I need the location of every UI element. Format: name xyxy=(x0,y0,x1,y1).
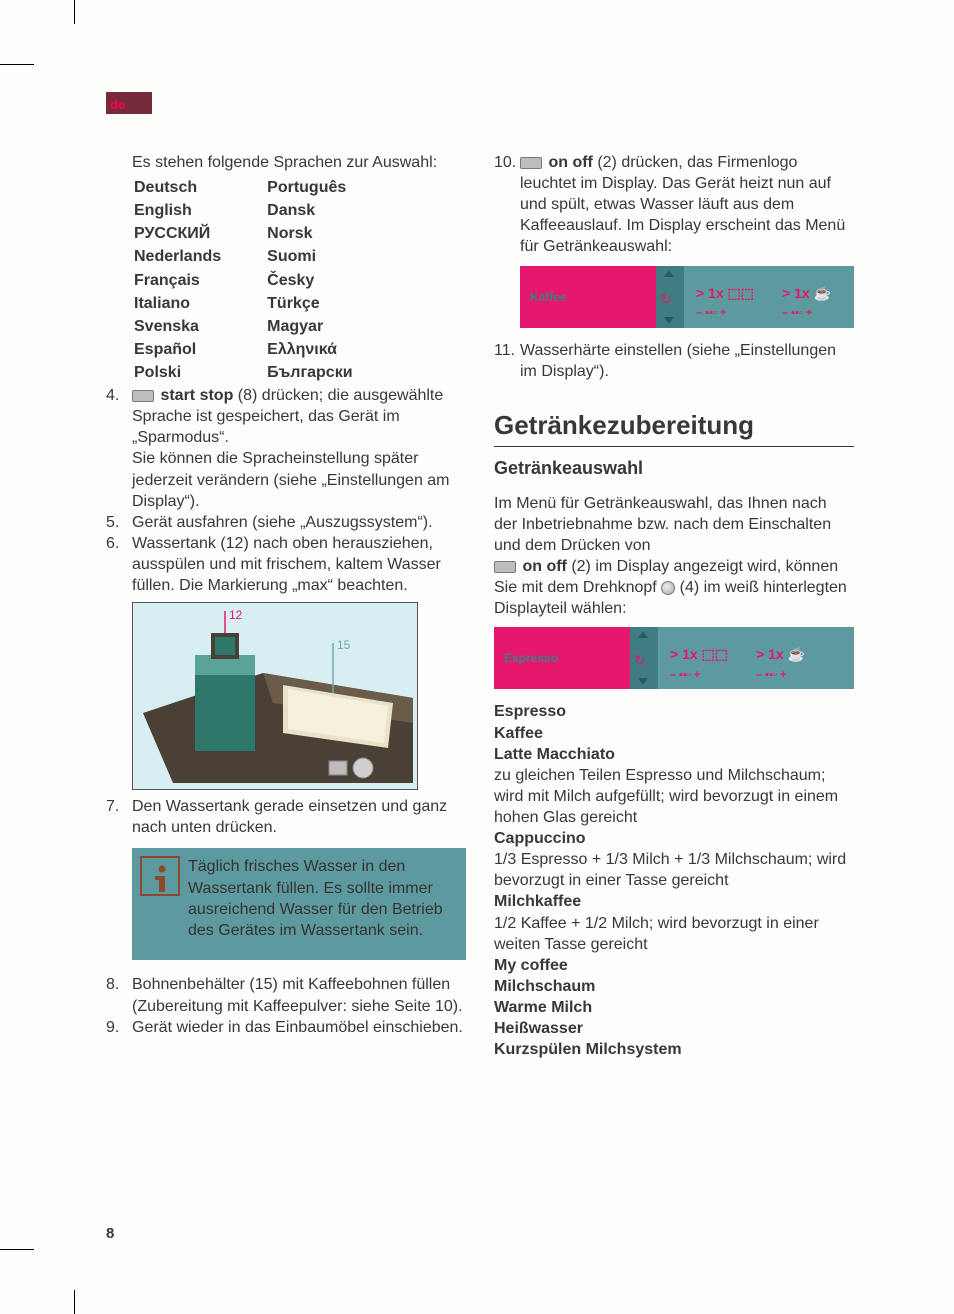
step-4: 4. start stop (8) drücken; die aus­gewäh… xyxy=(106,385,466,512)
svg-text:12: 12 xyxy=(229,608,243,622)
display-espresso: ↻ Espresso > 1x ⬚⬚– ▪▪▫ + > 1x ☕– ▪▪▫ + xyxy=(494,627,854,689)
crop-mark xyxy=(0,64,34,65)
button-icon xyxy=(132,390,154,402)
language-option: Български xyxy=(267,362,396,383)
step-6: 6.Wassertank (12) nach oben heraus­ziehe… xyxy=(106,533,466,596)
language-option: Suomi xyxy=(267,246,396,267)
page-number: 8 xyxy=(106,1225,114,1242)
button-icon xyxy=(494,561,516,573)
crop-mark xyxy=(0,1249,34,1250)
language-option: Svenska xyxy=(134,316,265,337)
page: de Es stehen folgende Sprachen zur Auswa… xyxy=(0,0,954,1314)
steps-list-right: 10. on off (2) drücken, das Firmenlogo l… xyxy=(494,152,854,258)
info-icon xyxy=(140,856,180,896)
steps-list-left-3: 8.Bohnenbehälter (15) mit Kaffeebohnen f… xyxy=(106,974,466,1037)
step-5: 5.Gerät ausfahren (siehe „Auszugs­system… xyxy=(106,512,466,533)
crop-mark xyxy=(74,0,75,24)
drink-cappuccino-desc: 1/3 Espresso + 1/3 Milch + 1/3 Milch­sch… xyxy=(494,849,854,891)
machine-illustration: 12 15 xyxy=(132,602,418,790)
language-option: Español xyxy=(134,339,265,360)
language-option: Ελληνικά xyxy=(267,339,396,360)
language-option: Norsk xyxy=(267,223,396,244)
language-option: Dansk xyxy=(267,200,396,221)
drink-milchschaum: Milchschaum xyxy=(494,976,854,997)
steps-list-right-2: 11.Wasserhärte einstellen (siehe „Einste… xyxy=(494,340,854,382)
language-option: Nederlands xyxy=(134,246,265,267)
info-box: Täglich frisches Wasser in den Wassertan… xyxy=(132,848,466,960)
language-option: Türkçe xyxy=(267,293,396,314)
language-table: DeutschPortuguêsEnglishDanskРУССКИЙNorsk… xyxy=(132,175,399,385)
display-label: Espresso xyxy=(504,651,558,667)
right-column: 10. on off (2) drücken, das Firmenlogo l… xyxy=(494,152,854,1060)
steps-list-left-2: 7.Den Wassertank gerade einsetzen und ga… xyxy=(106,796,466,838)
language-option: Deutsch xyxy=(134,177,265,198)
button-icon xyxy=(520,157,542,169)
drink-heisswasser: Heißwasser xyxy=(494,1018,854,1039)
drink-milchkaffee: Milchkaffee xyxy=(494,891,854,912)
crop-mark xyxy=(74,1290,75,1314)
language-option: Polski xyxy=(134,362,265,383)
step-8: 8.Bohnenbehälter (15) mit Kaffeebohnen f… xyxy=(106,974,466,1016)
knob-icon xyxy=(661,581,675,595)
display-setting-1: > 1x ⬚⬚– ▪▪▫ + xyxy=(696,284,754,321)
drink-list: Espresso Kaffee Latte Macchiato zu gleic… xyxy=(494,701,854,1060)
language-option: РУССКИЙ xyxy=(134,223,265,244)
svg-text:15: 15 xyxy=(337,638,351,652)
drink-latte-desc: zu gleichen Teilen Espresso und Milch­sc… xyxy=(494,765,854,828)
language-option: English xyxy=(134,200,265,221)
step-10: 10. on off (2) drücken, das Firmenlogo l… xyxy=(494,152,854,258)
sub-heading: Getränkeauswahl xyxy=(494,457,854,481)
on-off-label: on off xyxy=(548,154,592,171)
language-option: Magyar xyxy=(267,316,396,337)
on-off-label: on off xyxy=(522,558,566,575)
steps-list-left: 4. start stop (8) drücken; die aus­gewäh… xyxy=(106,385,466,596)
rotate-icon: ↻ xyxy=(634,651,646,669)
drink-espresso: Espresso xyxy=(494,701,854,722)
display-setting-1: > 1x ⬚⬚– ▪▪▫ + xyxy=(670,645,728,682)
language-option: Česky xyxy=(267,270,396,291)
drink-warme-milch: Warme Milch xyxy=(494,997,854,1018)
selection-paragraph: Im Menü für Getränkeauswahl, das Ihnen n… xyxy=(494,493,854,620)
language-option: Italiano xyxy=(134,293,265,314)
start-stop-label: start stop xyxy=(160,387,233,404)
step-11: 11.Wasserhärte einstellen (siehe „Einste… xyxy=(494,340,854,382)
drink-latte: Latte Macchiato xyxy=(494,744,854,765)
display-setting-2: > 1x ☕– ▪▪▫ + xyxy=(782,284,831,321)
language-option: Français xyxy=(134,270,265,291)
drink-kaffee: Kaffee xyxy=(494,723,854,744)
section-heading: Getränkezubereitung xyxy=(494,408,854,447)
language-tab-label: de xyxy=(110,97,125,112)
step-7: 7.Den Wassertank gerade einsetzen und ga… xyxy=(106,796,466,838)
info-text: Täglich frisches Wasser in den Wassertan… xyxy=(188,858,443,938)
drink-milchkaffee-desc: 1/2 Kaffee + 1/2 Milch; wird bevorzugt i… xyxy=(494,913,854,955)
display-label: Kaffee xyxy=(530,290,567,306)
rotate-icon: ↻ xyxy=(660,290,672,308)
display-kaffee: ↻ Kaffee > 1x ⬚⬚– ▪▪▫ + > 1x ☕– ▪▪▫ + xyxy=(520,266,854,328)
drink-cappuccino: Cappuccino xyxy=(494,828,854,849)
left-column: Es stehen folgende Sprachen zur Auswahl:… xyxy=(106,152,466,1038)
step-9: 9.Gerät wieder in das Einbaumöbel ein­sc… xyxy=(106,1017,466,1038)
drink-kurzspuelen: Kurzspülen Milchsystem xyxy=(494,1039,854,1060)
drink-mycoffee: My coffee xyxy=(494,955,854,976)
language-intro: Es stehen folgende Sprachen zur Auswahl: xyxy=(132,152,466,173)
language-tab: de xyxy=(106,92,152,114)
display-setting-2: > 1x ☕– ▪▪▫ + xyxy=(756,645,805,682)
language-option: Português xyxy=(267,177,396,198)
